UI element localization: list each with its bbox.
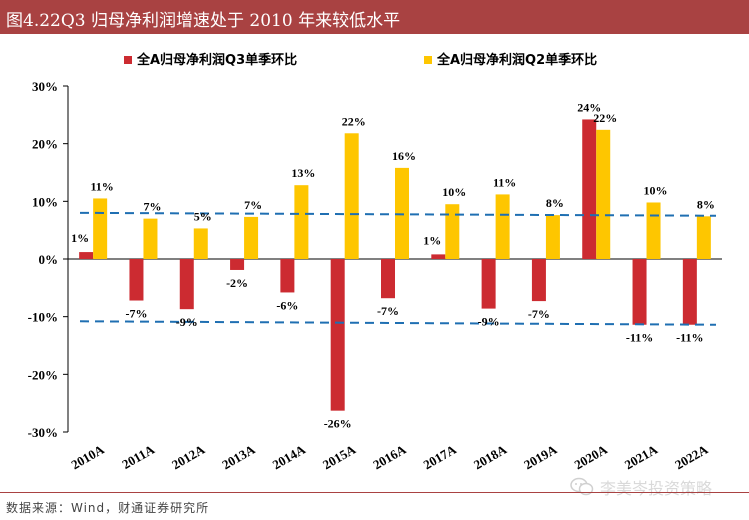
watermark-text: 李美岑投资策略 [600,479,713,498]
data-label-q3: 1% [423,233,441,247]
data-label-q2: 11% [90,179,113,193]
data-label-q3: -6% [276,298,298,312]
lower-trend-line [79,320,717,326]
x-tick-label: 2020A [572,441,611,472]
data-label-q2: 13% [291,166,315,180]
data-label-q2: 22% [593,111,617,125]
bar-q3 [381,259,395,299]
data-label-q2: 10% [442,185,466,199]
bar-q2 [445,204,460,259]
bar-q2 [344,133,359,259]
chart-title: 图4.22Q3 归母净利润增速处于 2010 年来较低水平 [6,11,401,31]
legend-swatch-q3 [124,56,132,64]
data-label-q2: 11% [493,175,516,189]
x-tick-label: 2014A [270,441,309,472]
bar-q3 [179,259,194,310]
data-label-q3: -9% [176,315,198,329]
bar-q3 [280,259,295,293]
x-tick-label: 2011A [119,441,157,472]
x-tick-label: 2017A [421,441,460,472]
bar-q3 [682,259,697,325]
bar-q2 [696,216,711,259]
data-label-q3: -7% [377,304,399,318]
x-tick-label: 2019A [521,441,560,472]
wechat-icon [570,477,594,496]
x-tick-label: 2012A [169,441,208,472]
bar-chart: -30% -20% -10% 0% 10% 20% 30% 1% 11% -7% 7% -9% 5% -2… [28,52,722,472]
bar-q2 [596,129,611,259]
bar-q3 [431,254,446,259]
data-label-q2: 5% [194,209,212,223]
data-label-q2: 8% [697,197,715,211]
data-label-q2: 10% [644,183,668,197]
y-tick-label: -30% [28,425,58,440]
bar-q2 [244,216,259,259]
legend-label-q3: 全A归母净利润Q3单季环比 [136,52,297,68]
data-label-q3: -11% [626,331,653,345]
data-label-q3: -7% [125,307,147,321]
bar-q3 [582,119,597,260]
data-label-q2: 8% [546,196,564,210]
source-note: 数据来源：Wind，财通证券研究所 [6,501,210,515]
data-label-q3: -9% [478,315,500,329]
bar-q2 [193,228,208,259]
data-label-q3: -7% [528,307,550,321]
watermark: 李美岑投资策略 [570,476,712,498]
y-tick-label: -10% [28,310,58,325]
x-tick-label: 2015A [320,441,359,472]
x-tick-label: 2013A [219,441,258,472]
x-tick-label: 2021A [622,441,661,472]
title-bar: 图4.22Q3 归母净利润增速处于 2010 年来较低水平 [0,0,749,34]
legend-swatch-q2 [424,56,432,64]
bar-q3 [230,259,245,270]
data-label-q2: 22% [342,114,366,128]
source-divider [0,492,749,493]
data-label-q2: 7% [143,200,161,214]
y-tick-label: -20% [28,367,58,382]
upper-trend-line [79,211,717,217]
y-tick-label: 30% [32,79,58,94]
bar-q3 [79,252,94,259]
legend-label-q2: 全A归母净利润Q2单季环比 [436,52,597,68]
data-label-q3: -11% [676,331,703,345]
y-tick-label: 10% [32,194,58,209]
data-label-q2: 7% [244,198,262,212]
bar-q2 [646,202,661,259]
bar-q2 [294,185,309,259]
y-tick-label: 0% [39,252,59,267]
bar-q2 [545,215,560,259]
x-tick-label: 2016A [370,441,409,472]
x-tick-label: 2022A [672,441,711,472]
data-label-q2: 16% [392,149,416,163]
bar-q2 [143,218,158,259]
x-tick-label: 2010A [69,441,108,472]
data-label-q3: -2% [226,276,248,290]
bar-q3 [481,259,496,309]
bar-q2 [495,194,510,259]
y-tick-label: 20% [32,137,58,152]
data-label-q3: 1% [71,231,89,245]
bar-q3 [129,259,144,301]
bar-q3 [531,259,546,302]
x-tick-label: 2018A [471,441,510,472]
data-label-q3: -26% [324,417,352,431]
bar-q3 [632,259,647,325]
data-label-q3: 24% [577,100,601,114]
bar-q2 [93,198,108,259]
bar-q3 [330,259,345,411]
